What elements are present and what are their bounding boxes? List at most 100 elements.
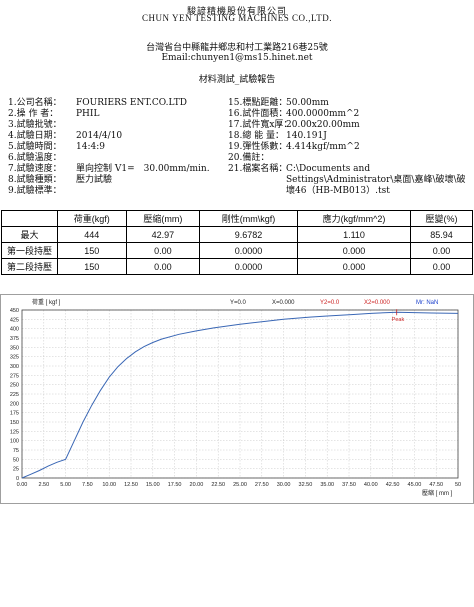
y-tick-label: 0	[16, 476, 19, 482]
load-curve	[21, 311, 459, 479]
info-row: 16.試件面積： 400.0000mm^2	[228, 109, 468, 120]
table-header-cell	[1, 210, 58, 227]
test-info-left: 1.公司名稱： FOURIERS ENT.CO.LTD 2.操 作 者： PHIL …	[8, 98, 228, 197]
company-name-chinese: 駿諺精機股份有限公司	[186, 7, 287, 17]
x-tick-label: 32.50	[299, 482, 313, 488]
x-tick-label: 25.00	[233, 482, 247, 488]
x-tick-label: 5.00	[60, 482, 71, 488]
info-label: 3.試驗批號：	[8, 120, 62, 130]
info-row: 19.彈性係數： 4.414kgf/mm^2	[228, 142, 468, 153]
info-row: 17.試件寬x厚： 20.00x20.00mm	[228, 120, 468, 131]
table-cell: 150	[57, 242, 127, 259]
table-row: 第二段持壓 150 0.00 0.0000 0.000 0.00	[1, 258, 473, 275]
x-tick-label: 10.00	[102, 482, 116, 488]
y-tick-label: 450	[10, 308, 19, 314]
x-tick-label: 15.00	[146, 482, 160, 488]
table-header-cell: 剛性(mm\kgf)	[199, 210, 298, 227]
info-row: 6.試驗溫度：	[8, 153, 228, 164]
info-row: 21.檔案名稱： C:\Documents and Settings\Admini…	[228, 164, 468, 197]
info-label: 8.試驗種類：	[8, 175, 62, 185]
y-tick-label: 100	[10, 439, 19, 445]
y-tick-labels: 0 25 50 75 100 125 150 175 200 225 250 275 300 325 350…	[10, 308, 19, 482]
x-tick-label: 40.00	[364, 482, 378, 488]
table-header-row: 荷重(kgf) 壓縮(mm) 剛性(mm\kgf) 應力(kgf/mm^2) 壓…	[1, 210, 473, 227]
info-value	[286, 153, 468, 164]
info-label: 15.標點距離：	[228, 98, 288, 108]
info-label: 6.試驗溫度：	[8, 153, 62, 163]
chart-ylabel: 荷重 [ kgf ]	[32, 298, 61, 306]
peak-marker-group: Peak	[392, 309, 405, 323]
chart-xlabel: 壓縮 [ mm ]	[422, 489, 453, 497]
table-row-label: 最大	[1, 226, 58, 243]
y-tick-label: 275	[10, 373, 19, 379]
y-tick-label: 400	[10, 327, 19, 333]
table-row: 最大 444 42.97 9.6782 1.110 85.94	[1, 226, 473, 243]
y-tick-label: 225	[10, 392, 19, 398]
company-name-english: CHUN YEN TESTING MACHINES CO.,LTD.	[142, 13, 332, 23]
x-tick-label: 27.50	[255, 482, 269, 488]
info-row: 9.試驗標準：	[8, 186, 228, 197]
x-tick-label: 50	[455, 482, 461, 488]
table-cell: 9.6782	[199, 226, 298, 243]
info-value: 2014/4/10	[76, 131, 123, 141]
info-value: PHIL	[76, 109, 100, 119]
table-cell: 0.0000	[199, 258, 298, 275]
x-tick-label: 42.50	[386, 482, 400, 488]
info-row: 2.操 作 者： PHIL	[8, 109, 228, 120]
info-label: 19.彈性係數：	[228, 142, 288, 152]
info-value: 14:4:9	[76, 142, 105, 152]
y-tick-label: 350	[10, 345, 19, 351]
table-cell: 150	[57, 258, 127, 275]
y-tick-label: 200	[10, 401, 19, 407]
table-cell: 0.00	[410, 242, 473, 259]
table-header-cell: 應力(kgf/mm^2)	[296, 210, 412, 227]
table-cell: 1.110	[296, 226, 412, 243]
y-tick-label: 125	[10, 429, 19, 435]
company-email: Email:chunyen1@ms15.hinet.net	[161, 53, 313, 63]
info-label: 4.試驗日期：	[8, 131, 62, 141]
y-tick-label: 325	[10, 355, 19, 361]
readout-x: X=0.000	[272, 300, 295, 306]
y-tick-label: 50	[13, 457, 19, 463]
table-cell: 0.00	[410, 258, 473, 275]
info-label: 18.總 能 量：	[228, 131, 285, 141]
table-cell: 85.94	[410, 226, 473, 243]
info-value: 50.00mm	[286, 98, 329, 108]
table-row: 第一段持壓 150 0.00 0.0000 0.000 0.00	[1, 242, 473, 259]
info-label: 2.操 作 者：	[8, 109, 59, 119]
y-tick-label: 150	[10, 420, 19, 426]
plot-area	[21, 309, 459, 479]
table-cell: 0.000	[296, 258, 412, 275]
y-tick-label: 75	[13, 448, 19, 454]
readout-x2: X2=0.000	[364, 300, 391, 306]
x-tick-label: 47.50	[429, 482, 443, 488]
info-row: 18.總 能 量： 140.191J	[228, 131, 468, 142]
company-address: 台灣省台中縣龍井鄉忠和村工業路216巷25號	[146, 43, 328, 53]
info-value: 140.191J	[286, 131, 327, 141]
table-cell: 0.000	[296, 242, 412, 259]
info-value: 20.00x20.00mm	[286, 120, 360, 130]
info-row: 5.試驗時間： 14:4:9	[8, 142, 228, 153]
x-tick-label: 30.00	[277, 482, 291, 488]
x-tick-label: 22.50	[211, 482, 225, 488]
x-tick-label: 7.50	[82, 482, 93, 488]
y-tick-label: 250	[10, 383, 19, 389]
y-tick-label: 375	[10, 336, 19, 342]
test-info-right: 15.標點距離： 50.00mm 16.試件面積： 400.0000mm^2 17.…	[228, 98, 468, 197]
info-value: 4.414kgf/mm^2	[286, 142, 360, 152]
results-table: 荷重(kgf) 壓縮(mm) 剛性(mm\kgf) 應力(kgf/mm^2) 壓…	[1, 210, 473, 275]
peak-label: Peak	[392, 317, 405, 323]
info-label: 1.公司名稱：	[8, 98, 62, 108]
table-row-label: 第二段持壓	[1, 258, 58, 275]
info-label: 5.試驗時間：	[8, 142, 62, 152]
x-tick-labels: 0.00 2.50 5.00 7.50 10.00 12.50 15.00 17.50 20.0…	[17, 482, 461, 488]
readout-mr: Mr: NaN	[416, 300, 438, 306]
table-cell: 42.97	[125, 226, 201, 243]
info-row: 1.公司名稱： FOURIERS ENT.CO.LTD	[8, 98, 228, 109]
x-tick-label: 45.00	[408, 482, 422, 488]
info-label: 9.試驗標準：	[8, 186, 62, 196]
chart-border	[0, 294, 474, 504]
info-label: 20.備註：	[228, 153, 270, 163]
info-value: 單向控制 V1= 30.00mm/min.	[76, 164, 210, 174]
info-row: 20.備註：	[228, 153, 468, 164]
